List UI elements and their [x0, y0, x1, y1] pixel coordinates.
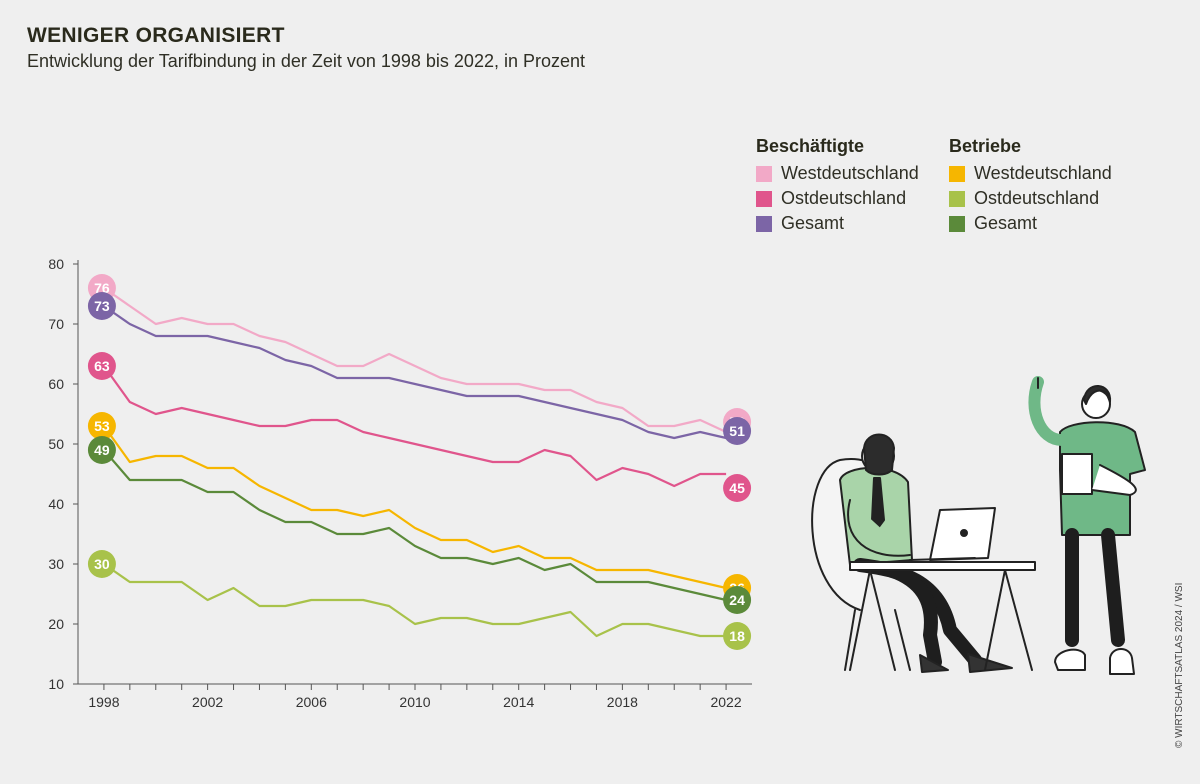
legend-item: Gesamt [756, 211, 919, 236]
chart-title: WENIGER ORGANISIERT [27, 24, 285, 47]
x-tick-label: 2022 [710, 694, 741, 710]
legend-item: Gesamt [949, 211, 1112, 236]
end-value-badge [723, 474, 752, 502]
y-tick-label: 10 [48, 676, 64, 692]
legend-item: Ostdeutschland [949, 186, 1112, 211]
legend-swatch [756, 215, 772, 232]
legend-item: Westdeutschland [949, 161, 1112, 186]
start-value-badge [87, 292, 116, 320]
legend-label: Gesamt [974, 213, 1038, 233]
start-value-label: 73 [94, 298, 110, 314]
series-line-1 [103, 287, 727, 433]
end-value-label: 51 [729, 423, 745, 439]
x-tick-label: 2006 [296, 694, 327, 710]
legend-item: Westdeutschland [756, 161, 919, 186]
legend-label: Gesamt [781, 213, 845, 233]
y-tick-label: 20 [48, 616, 64, 632]
start-value-badge [87, 412, 116, 440]
start-value-label: 63 [94, 358, 110, 374]
y-tick-label: 60 [48, 376, 64, 392]
legend-swatch [949, 215, 965, 232]
end-value-badge [723, 417, 752, 445]
end-value-badge [723, 622, 752, 650]
start-value-label: 30 [94, 556, 110, 572]
legend-employees-title: Beschäftigte [756, 136, 865, 156]
x-tick-label: 1998 [88, 694, 119, 710]
series-line-5 [103, 563, 727, 638]
legend-businesses: Betriebe Westdeutschland Ostdeutschland … [949, 136, 1112, 236]
legend-swatch [949, 165, 965, 182]
legend-item: Ostdeutschland [756, 186, 919, 211]
legend-swatch [949, 190, 965, 207]
office-illustration [811, 376, 1146, 675]
legend-label: Ostdeutschland [781, 188, 907, 208]
legend-businesses-title: Betriebe [949, 136, 1022, 156]
end-value-label: 24 [729, 592, 745, 608]
series-line-6 [103, 449, 727, 602]
start-value-label: 49 [94, 442, 110, 458]
legend-label: Westdeutschland [974, 163, 1112, 183]
legend-swatch [756, 165, 772, 182]
y-tick-label: 30 [48, 556, 64, 572]
legend-label: Westdeutschland [781, 163, 919, 183]
start-value-label: 53 [94, 418, 110, 434]
series-line-3 [103, 305, 727, 440]
legend-employees: Beschäftigte Westdeutschland Ostdeutschl… [756, 136, 919, 236]
start-value-label: 76 [94, 280, 110, 296]
chart-subtitle: Entwicklung der Tarifbindung in der Zeit… [27, 51, 586, 71]
x-tick-label: 2002 [192, 694, 223, 710]
y-tick-label: 50 [48, 436, 64, 452]
legend-label: Ostdeutschland [974, 188, 1100, 208]
start-value-badge [87, 550, 116, 578]
series-line-4 [103, 425, 727, 590]
series-line-2 [103, 365, 727, 488]
start-value-badge [87, 352, 116, 380]
legend-swatch [756, 190, 772, 207]
end-value-badge [723, 586, 752, 614]
y-tick-label: 40 [48, 496, 64, 512]
end-value-label: 18 [729, 628, 745, 644]
x-tick-label: 2010 [399, 694, 430, 710]
start-value-badge [87, 436, 116, 464]
y-tick-label: 80 [48, 256, 64, 272]
x-tick-label: 2014 [503, 694, 534, 710]
copyright-note: © WIRTSCHAFTSATLAS 2024 / WSI [1174, 582, 1185, 748]
end-value-label: 45 [729, 480, 745, 496]
x-tick-label: 2018 [607, 694, 638, 710]
y-tick-label: 70 [48, 316, 64, 332]
